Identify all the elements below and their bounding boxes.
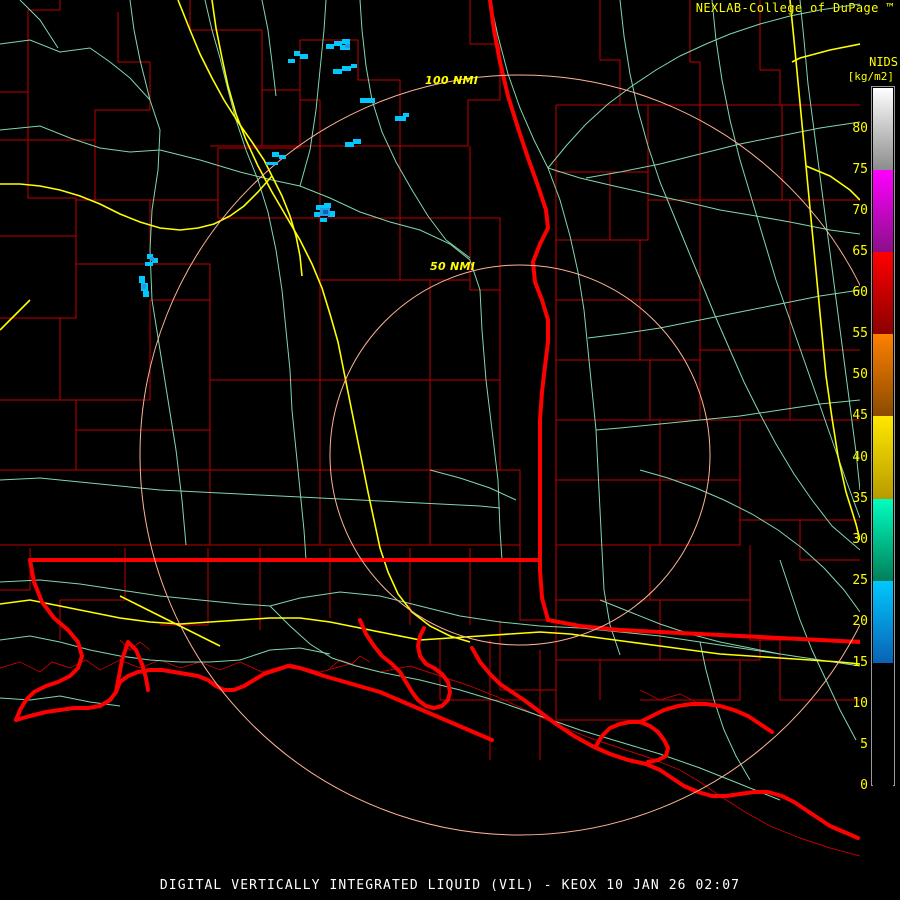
- radar-echoes: [139, 39, 409, 297]
- range-rings: [139, 74, 860, 836]
- map-vector-layer: [0, 0, 860, 857]
- colorbar-scale-bar: [871, 86, 895, 786]
- colorbar-segment-red: [873, 252, 893, 335]
- colorbar-tick-0: 0: [860, 778, 868, 793]
- colorbar-tick-20: 20: [852, 613, 868, 629]
- range-ring-label-50nmi: 50 NMI: [430, 260, 476, 273]
- colorbar-segment-green-cyan: [873, 498, 893, 581]
- colorbar-tick-50: 50: [852, 367, 868, 383]
- colorbar-tick-60: 60: [852, 285, 868, 301]
- colorbar-tick-5: 5: [860, 736, 868, 752]
- colorbar-segment-yellow: [873, 416, 893, 499]
- colorbar-segment-magenta: [873, 170, 893, 253]
- product-caption: DIGITAL VERTICALLY INTEGRATED LIQUID (VI…: [159, 878, 741, 893]
- range-ring-50nmi: [329, 264, 711, 646]
- echo-group-high: [323, 210, 328, 214]
- range-ring-100nmi: [139, 74, 860, 836]
- colorbar-tick-75: 75: [852, 162, 868, 178]
- colorbar-segment-blue-cyan: [873, 580, 893, 663]
- colorbar-segment-white-grey: [873, 88, 893, 171]
- colorbar-tick-70: 70: [852, 203, 868, 219]
- colorbar-tick-35: 35: [852, 490, 868, 506]
- colorbar-tick-10: 10: [852, 695, 868, 711]
- colorbar-segment-orange: [873, 334, 893, 417]
- provider-credit: NEXLAB-College of DuPage ™: [695, 1, 894, 15]
- colorbar-tick-25: 25: [852, 572, 868, 588]
- state-and-coast-boundary: [14, 0, 860, 840]
- interstate-highways: [0, 0, 860, 665]
- colorbar-tick-15: 15: [852, 654, 868, 670]
- colorbar-legend: NIDS [kg/m2] 80 75 70 65 60 55 50 45 40 35 30 25 20 1…: [818, 55, 900, 815]
- radar-map[interactable]: 100 NMI 50 NMI: [0, 0, 860, 870]
- secondary-highways: [0, 0, 860, 801]
- colorbar-tick-65: 65: [852, 244, 868, 260]
- colorbar-units-label: [kg/m2]: [847, 70, 894, 83]
- colorbar-gradient: [873, 88, 893, 786]
- colorbar-tick-labels: 80 75 70 65 60 55 50 45 40 35 30 25 20 15 10 5 0: [818, 55, 868, 815]
- colorbar-tick-80: 80: [852, 121, 868, 137]
- colorbar-tick-40: 40: [852, 449, 868, 465]
- colorbar-tick-30: 30: [852, 531, 868, 547]
- colorbar-tick-45: 45: [852, 408, 868, 424]
- range-ring-label-100nmi: 100 NMI: [425, 74, 479, 87]
- footer-bar: DIGITAL VERTICALLY INTEGRATED LIQUID (VI…: [0, 872, 900, 900]
- colorbar-segment-black-null: [873, 662, 893, 786]
- colorbar-tick-55: 55: [852, 326, 868, 342]
- nids-label: NIDS: [869, 55, 898, 69]
